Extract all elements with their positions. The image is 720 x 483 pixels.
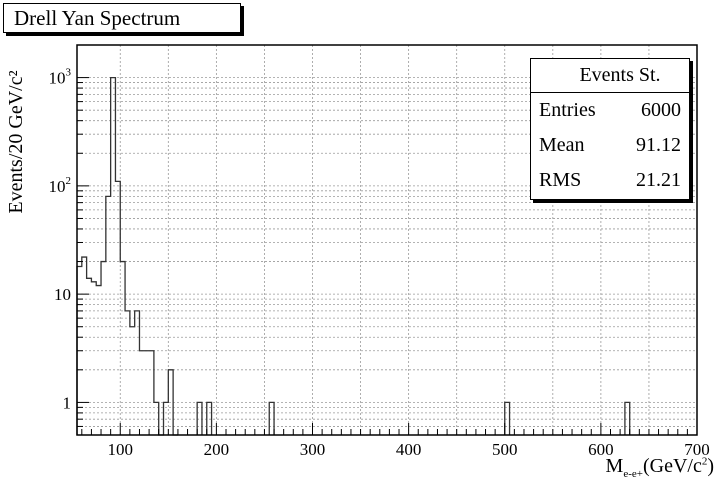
x-tick-label: 300 — [300, 440, 326, 459]
x-tick-label: 600 — [588, 440, 614, 459]
y-axis-label: Events/20 GeV/c² — [5, 70, 27, 214]
x-tick-label: 400 — [396, 440, 422, 459]
x-axis-label-unit-suffix: ) — [707, 455, 714, 477]
stats-value: 91.12 — [636, 134, 681, 156]
plot-frame — [76, 44, 698, 436]
stats-value: 21.21 — [636, 169, 681, 191]
histogram-bin-outline — [196, 401, 203, 435]
x-tick-label: 500 — [492, 440, 518, 459]
histogram-bin-outline — [624, 401, 631, 435]
stats-label: Mean — [539, 134, 585, 156]
y-tick-label: 103 — [49, 67, 72, 88]
chart-title: Drell Yan Spectrum — [3, 3, 241, 33]
stats-header: Events St. — [531, 59, 689, 93]
x-axis-label: Me-e+(GeV/c2) — [606, 455, 714, 480]
stats-row-rms: RMS 21.21 — [531, 163, 689, 198]
y-tick-label: 10 — [54, 285, 71, 304]
histogram-bin-outline — [76, 76, 178, 436]
histogram-bin-outline — [206, 401, 213, 435]
x-tick-label: 100 — [108, 440, 134, 459]
x-axis-label-main: M — [605, 455, 624, 477]
x-axis-label-sub: e-e+ — [623, 468, 643, 480]
stats-label: Entries — [539, 99, 596, 121]
stats-row-mean: Mean 91.12 — [531, 128, 689, 163]
x-axis-label-unit-sup: 2 — [701, 455, 708, 468]
stats-row-entries: Entries 6000 — [531, 93, 689, 128]
histogram-bin-outline — [504, 401, 511, 435]
stats-value: 6000 — [641, 99, 681, 121]
x-axis-label-unit-prefix: (GeV/c — [642, 455, 702, 477]
x-tick-label: 200 — [204, 440, 230, 459]
histogram-bin-outline — [268, 401, 275, 435]
chart-title-text: Drell Yan Spectrum — [14, 5, 181, 30]
stats-label: RMS — [539, 169, 582, 191]
y-tick-label: 102 — [49, 175, 72, 196]
stats-box: Events St. Entries 6000 Mean 91.12 RMS 2… — [530, 58, 690, 200]
y-tick-label: 1 — [63, 393, 72, 412]
x-tick-label: 700 — [684, 440, 710, 459]
